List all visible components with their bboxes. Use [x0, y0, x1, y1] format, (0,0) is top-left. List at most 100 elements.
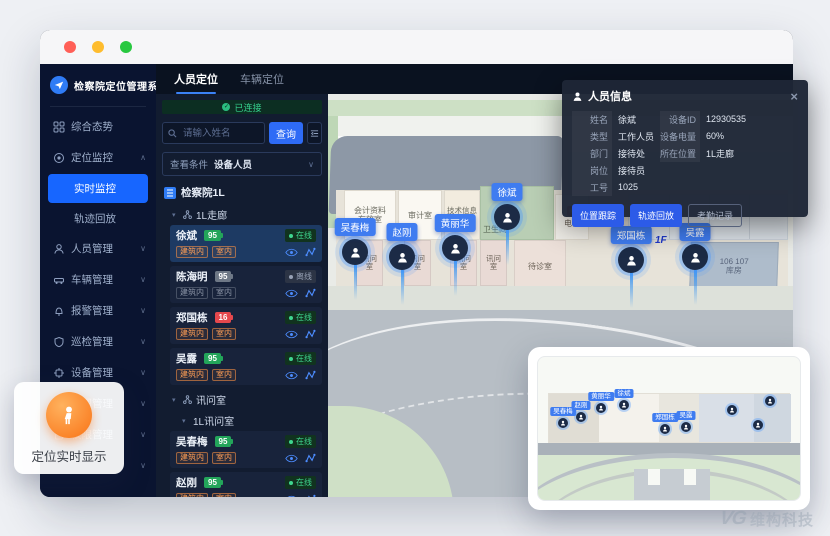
location-tag: 建筑内: [176, 328, 208, 340]
person-row[interactable]: 徐斌 95 在线 建筑内 室内: [170, 225, 322, 262]
building-icon: [164, 186, 176, 199]
route-icon[interactable]: [305, 247, 316, 257]
track-playback-button[interactable]: 轨迹回放: [630, 204, 683, 227]
location-tag: 建筑内: [176, 369, 208, 381]
sidebar-item-label: 报警管理: [71, 305, 113, 317]
close-window-button[interactable]: [64, 41, 76, 53]
sidebar-item-alarm[interactable]: 报警管理 ∨: [40, 295, 156, 326]
marker-name-label: 徐斌: [491, 183, 523, 201]
realtime-display-toggle[interactable]: 定位实时显示: [14, 382, 124, 474]
person-row[interactable]: 吴春梅 95 在线 建筑内 室内: [170, 431, 322, 468]
chevron-down-icon: ∨: [140, 244, 146, 253]
search-button[interactable]: 查询: [269, 122, 303, 144]
filter-dropdown[interactable]: 查看条件 设备人员 ∨: [162, 152, 322, 176]
person-icon: [682, 244, 708, 270]
chevron-down-icon: ∨: [140, 461, 146, 470]
location-tag: 建筑内: [176, 493, 208, 497]
minimap-building: [548, 393, 791, 443]
chevron-down-icon: ∨: [140, 399, 146, 408]
chip-icon: [52, 366, 65, 379]
marker-name-label: 吴春梅: [334, 218, 376, 236]
minimap-card[interactable]: 吴春梅 赵刚 黄丽华 徐斌 郑国栋 吴露: [528, 347, 810, 510]
personnel-tree: 检察院1L ▾ 1L走廊 徐斌 95 在线 建筑内 室内: [162, 183, 322, 497]
person-row[interactable]: 陈海明 95 离线 建筑内 室内: [170, 266, 322, 303]
search-name-field[interactable]: [181, 126, 259, 140]
track-position-button[interactable]: 位置跟踪: [572, 204, 625, 227]
sidebar-item-positioning[interactable]: 定位监控 ∧: [40, 142, 156, 173]
sidebar-item-vehicle[interactable]: 车辆管理 ∨: [40, 264, 156, 295]
person-name: 郑国栋: [176, 312, 208, 324]
sidebar-item-personnel[interactable]: 人员管理 ∨: [40, 233, 156, 264]
check-circle-icon: ✓: [222, 103, 231, 111]
person-icon: [572, 91, 583, 102]
sidebar-item-patrol[interactable]: 巡检管理 ∨: [40, 326, 156, 357]
location-tag: 室内: [212, 328, 236, 340]
eye-icon[interactable]: [285, 371, 298, 380]
sidebar-item-realtime-monitor[interactable]: 实时监控: [48, 174, 148, 203]
minimize-window-button[interactable]: [92, 41, 104, 53]
app-logo: 检察院定位管理系统: [40, 64, 156, 104]
location-tag: 室内: [212, 452, 236, 464]
eye-icon[interactable]: [285, 289, 298, 298]
person-icon: [618, 247, 644, 273]
sidebar-subitem-label: 轨迹回放: [74, 213, 116, 225]
battery-badge: 95: [214, 271, 234, 282]
location-tag: 室内: [212, 246, 236, 258]
chevron-down-icon: ∨: [140, 337, 146, 346]
battery-badge: 95: [204, 230, 223, 241]
eye-icon[interactable]: [285, 330, 298, 339]
route-icon[interactable]: [305, 288, 316, 298]
location-tag: 建筑内: [176, 287, 208, 299]
eye-icon[interactable]: [285, 248, 298, 257]
group-icon: [183, 395, 192, 404]
route-icon[interactable]: [305, 329, 316, 339]
search-icon: [168, 128, 177, 138]
chevron-down-icon: ∨: [308, 159, 314, 169]
sidebar-item-hidden[interactable]: ∨: [40, 450, 156, 481]
person-icon: [342, 239, 368, 265]
collapse-panel-icon[interactable]: [307, 122, 322, 144]
maximize-window-button[interactable]: [120, 41, 132, 53]
tab-vehicle-positioning[interactable]: 车辆定位: [240, 74, 284, 86]
sidebar-item-device[interactable]: 设备管理 ∨: [40, 357, 156, 388]
route-icon[interactable]: [305, 494, 316, 497]
tree-node-interrogation[interactable]: ▾ 讯问室: [172, 395, 226, 407]
chevron-down-icon: ∨: [140, 368, 146, 377]
person-row[interactable]: 郑国栋 16 在线 建筑内 室内: [170, 307, 322, 344]
person-info-panel: 人员信息 × 姓名 徐斌 类型 工作人员 部门 接待处 岗位 接待员 工号 1025 设备…: [562, 80, 808, 227]
vendor-logo: VG: [718, 508, 747, 529]
person-icon: [494, 204, 520, 230]
minimap: 吴春梅 赵刚 黄丽华 徐斌 郑国栋 吴露: [537, 356, 801, 501]
marker-name-label: 赵刚: [386, 223, 418, 241]
personnel-panel: ✓ 已连接 查询 查看条件: [156, 94, 328, 497]
app-title: 检察院定位管理系统: [74, 81, 156, 93]
person-icon: [46, 391, 92, 438]
search-input[interactable]: [162, 122, 265, 144]
person-name: 赵刚: [176, 477, 197, 489]
person-icon: [389, 244, 415, 270]
eye-icon[interactable]: [285, 495, 298, 497]
tree-node-room-1l[interactable]: ▾ 1L讯问室: [182, 417, 235, 428]
sidebar-subitem-label: 实时监控: [74, 183, 116, 195]
sidebar-item-overview[interactable]: 综合态势: [40, 111, 156, 142]
tree-root[interactable]: 检察院1L: [162, 183, 322, 204]
route-icon[interactable]: [305, 370, 316, 380]
minimap-building-footprint: [634, 469, 710, 500]
route-icon[interactable]: [305, 453, 316, 463]
tree-node-corridor[interactable]: ▾ 1L走廊: [172, 210, 228, 222]
close-icon[interactable]: ×: [790, 88, 798, 104]
divider: [50, 106, 146, 107]
status-badge: 在线: [285, 311, 316, 324]
chevron-down-icon: ∨: [140, 275, 146, 284]
person-icon: [52, 242, 65, 255]
location-tag: 建筑内: [176, 452, 208, 464]
attendance-record-button[interactable]: 考勤记录: [688, 204, 743, 227]
location-tag: 室内: [212, 287, 236, 299]
sidebar-item-track-playback[interactable]: 轨迹回放: [40, 204, 156, 233]
map-walkway: [328, 286, 793, 310]
tab-personnel-positioning[interactable]: 人员定位: [174, 64, 218, 94]
person-row[interactable]: 吴露 95 在线 建筑内 室内: [170, 348, 322, 385]
eye-icon[interactable]: [285, 454, 298, 463]
